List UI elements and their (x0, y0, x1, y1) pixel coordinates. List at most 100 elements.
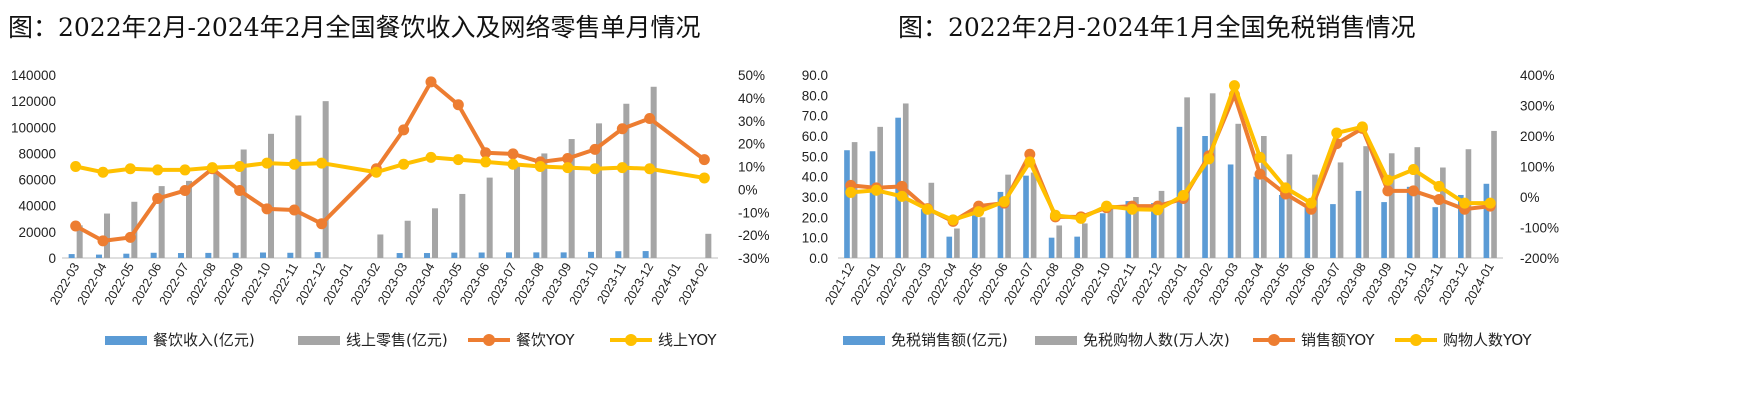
right-axis-tick-label: 40% (738, 91, 765, 106)
bar-secondary (1337, 162, 1344, 258)
left-axis-tick-label: 80000 (18, 146, 56, 161)
bar-secondary (295, 115, 302, 259)
bar-secondary (954, 228, 960, 258)
left-axis-tick-label: 10.0 (802, 231, 828, 246)
right-axis-tick-label: 100% (1520, 160, 1555, 175)
series-point (922, 203, 934, 215)
bar-primary (1099, 213, 1106, 258)
series-point (1433, 180, 1445, 192)
right-axis-tick-label: -200% (1520, 251, 1559, 266)
bar-primary (259, 252, 266, 258)
series-point (1356, 121, 1368, 133)
series-point (124, 163, 136, 175)
legend-swatch-bar (105, 336, 147, 345)
bar-secondary (1056, 225, 1063, 258)
bar-secondary (1158, 190, 1165, 258)
right-axis-tick-label: -100% (1520, 221, 1559, 236)
left-axis-tick-label: 30.0 (802, 190, 828, 205)
series-point (616, 123, 628, 135)
bar-primary (123, 253, 130, 258)
bar-secondary (104, 213, 111, 258)
bar-secondary (1312, 174, 1318, 258)
series-point (261, 203, 273, 215)
series-point (1382, 185, 1394, 197)
bar-primary (1406, 186, 1413, 258)
series-line-b (75, 155, 705, 180)
series-point (316, 218, 328, 230)
bar-secondary (432, 208, 439, 258)
series-point (1433, 193, 1445, 205)
right-axis-tick-label: -20% (738, 228, 770, 243)
right-axis-tick-label: 20% (738, 137, 765, 152)
bar-secondary (1363, 146, 1369, 258)
bar-primary (1483, 183, 1490, 258)
series-point (534, 161, 546, 172)
series-point (1305, 197, 1317, 209)
right-axis-tick-label: -10% (738, 205, 770, 220)
bar-primary (997, 191, 1004, 258)
series-point (124, 231, 136, 243)
bar-primary (1048, 237, 1055, 258)
series-point (316, 157, 328, 169)
legend-swatch-bar (298, 336, 340, 345)
series-point (480, 147, 492, 159)
series-point (97, 166, 109, 178)
series-point (1280, 182, 1292, 194)
bar-secondary (377, 234, 384, 258)
series-point (698, 172, 710, 184)
bar-secondary (158, 186, 165, 258)
series-point (452, 154, 464, 166)
legend-label: 销售额YOY (1301, 331, 1375, 349)
bar-secondary (596, 123, 603, 258)
series-point (70, 161, 82, 172)
bar-primary (642, 251, 649, 258)
bar-primary (1202, 136, 1208, 258)
bar-secondary (213, 173, 220, 258)
bar-secondary (1235, 123, 1242, 258)
series-point (234, 185, 246, 197)
series-point (70, 220, 82, 232)
right-axis-tick-label: -30% (738, 251, 770, 266)
legend-swatch-marker (1268, 334, 1280, 346)
series-point (261, 157, 273, 169)
bar-primary (946, 236, 953, 258)
series-point (589, 143, 601, 155)
bar-secondary (705, 233, 712, 258)
legend-swatch-bar (843, 336, 885, 345)
left-axis-tick-label: 20000 (18, 225, 56, 240)
bar-secondary (404, 220, 411, 258)
series-point (1024, 156, 1036, 168)
left-axis-tick-label: 40.0 (802, 170, 828, 185)
bar-secondary (568, 139, 575, 258)
left-axis-tick-label: 70.0 (802, 109, 828, 124)
bar-secondary (322, 101, 329, 259)
bar-primary (205, 252, 212, 258)
legend-label: 线上零售(亿元) (346, 331, 448, 349)
bar-primary (844, 150, 850, 258)
bar-secondary (1440, 167, 1446, 258)
bar-primary (150, 252, 157, 258)
bar-secondary (1261, 136, 1267, 258)
series-point (480, 156, 492, 168)
bar-secondary (1184, 97, 1190, 258)
series-point (1203, 153, 1215, 165)
left-axis-tick-label: 100000 (11, 120, 56, 135)
series-point (896, 190, 908, 202)
bar-primary (1458, 194, 1464, 258)
left-axis-tick-label: 140000 (11, 68, 56, 83)
series-point (896, 180, 908, 192)
series-point (507, 148, 519, 160)
series-point (1459, 197, 1471, 209)
series-point (370, 166, 382, 178)
legend-label: 免税销售额(亿元) (891, 331, 1008, 349)
series-point (97, 235, 109, 247)
series-point (425, 151, 437, 163)
chart-2-title: 图：2022年2月-2024年1月全国免税销售情况 (898, 13, 1416, 42)
series-point (998, 196, 1010, 208)
bar-primary (869, 151, 876, 258)
bar-secondary (928, 182, 935, 258)
bar-primary (396, 253, 403, 258)
bar-secondary (1414, 147, 1421, 258)
series-point (562, 152, 574, 164)
